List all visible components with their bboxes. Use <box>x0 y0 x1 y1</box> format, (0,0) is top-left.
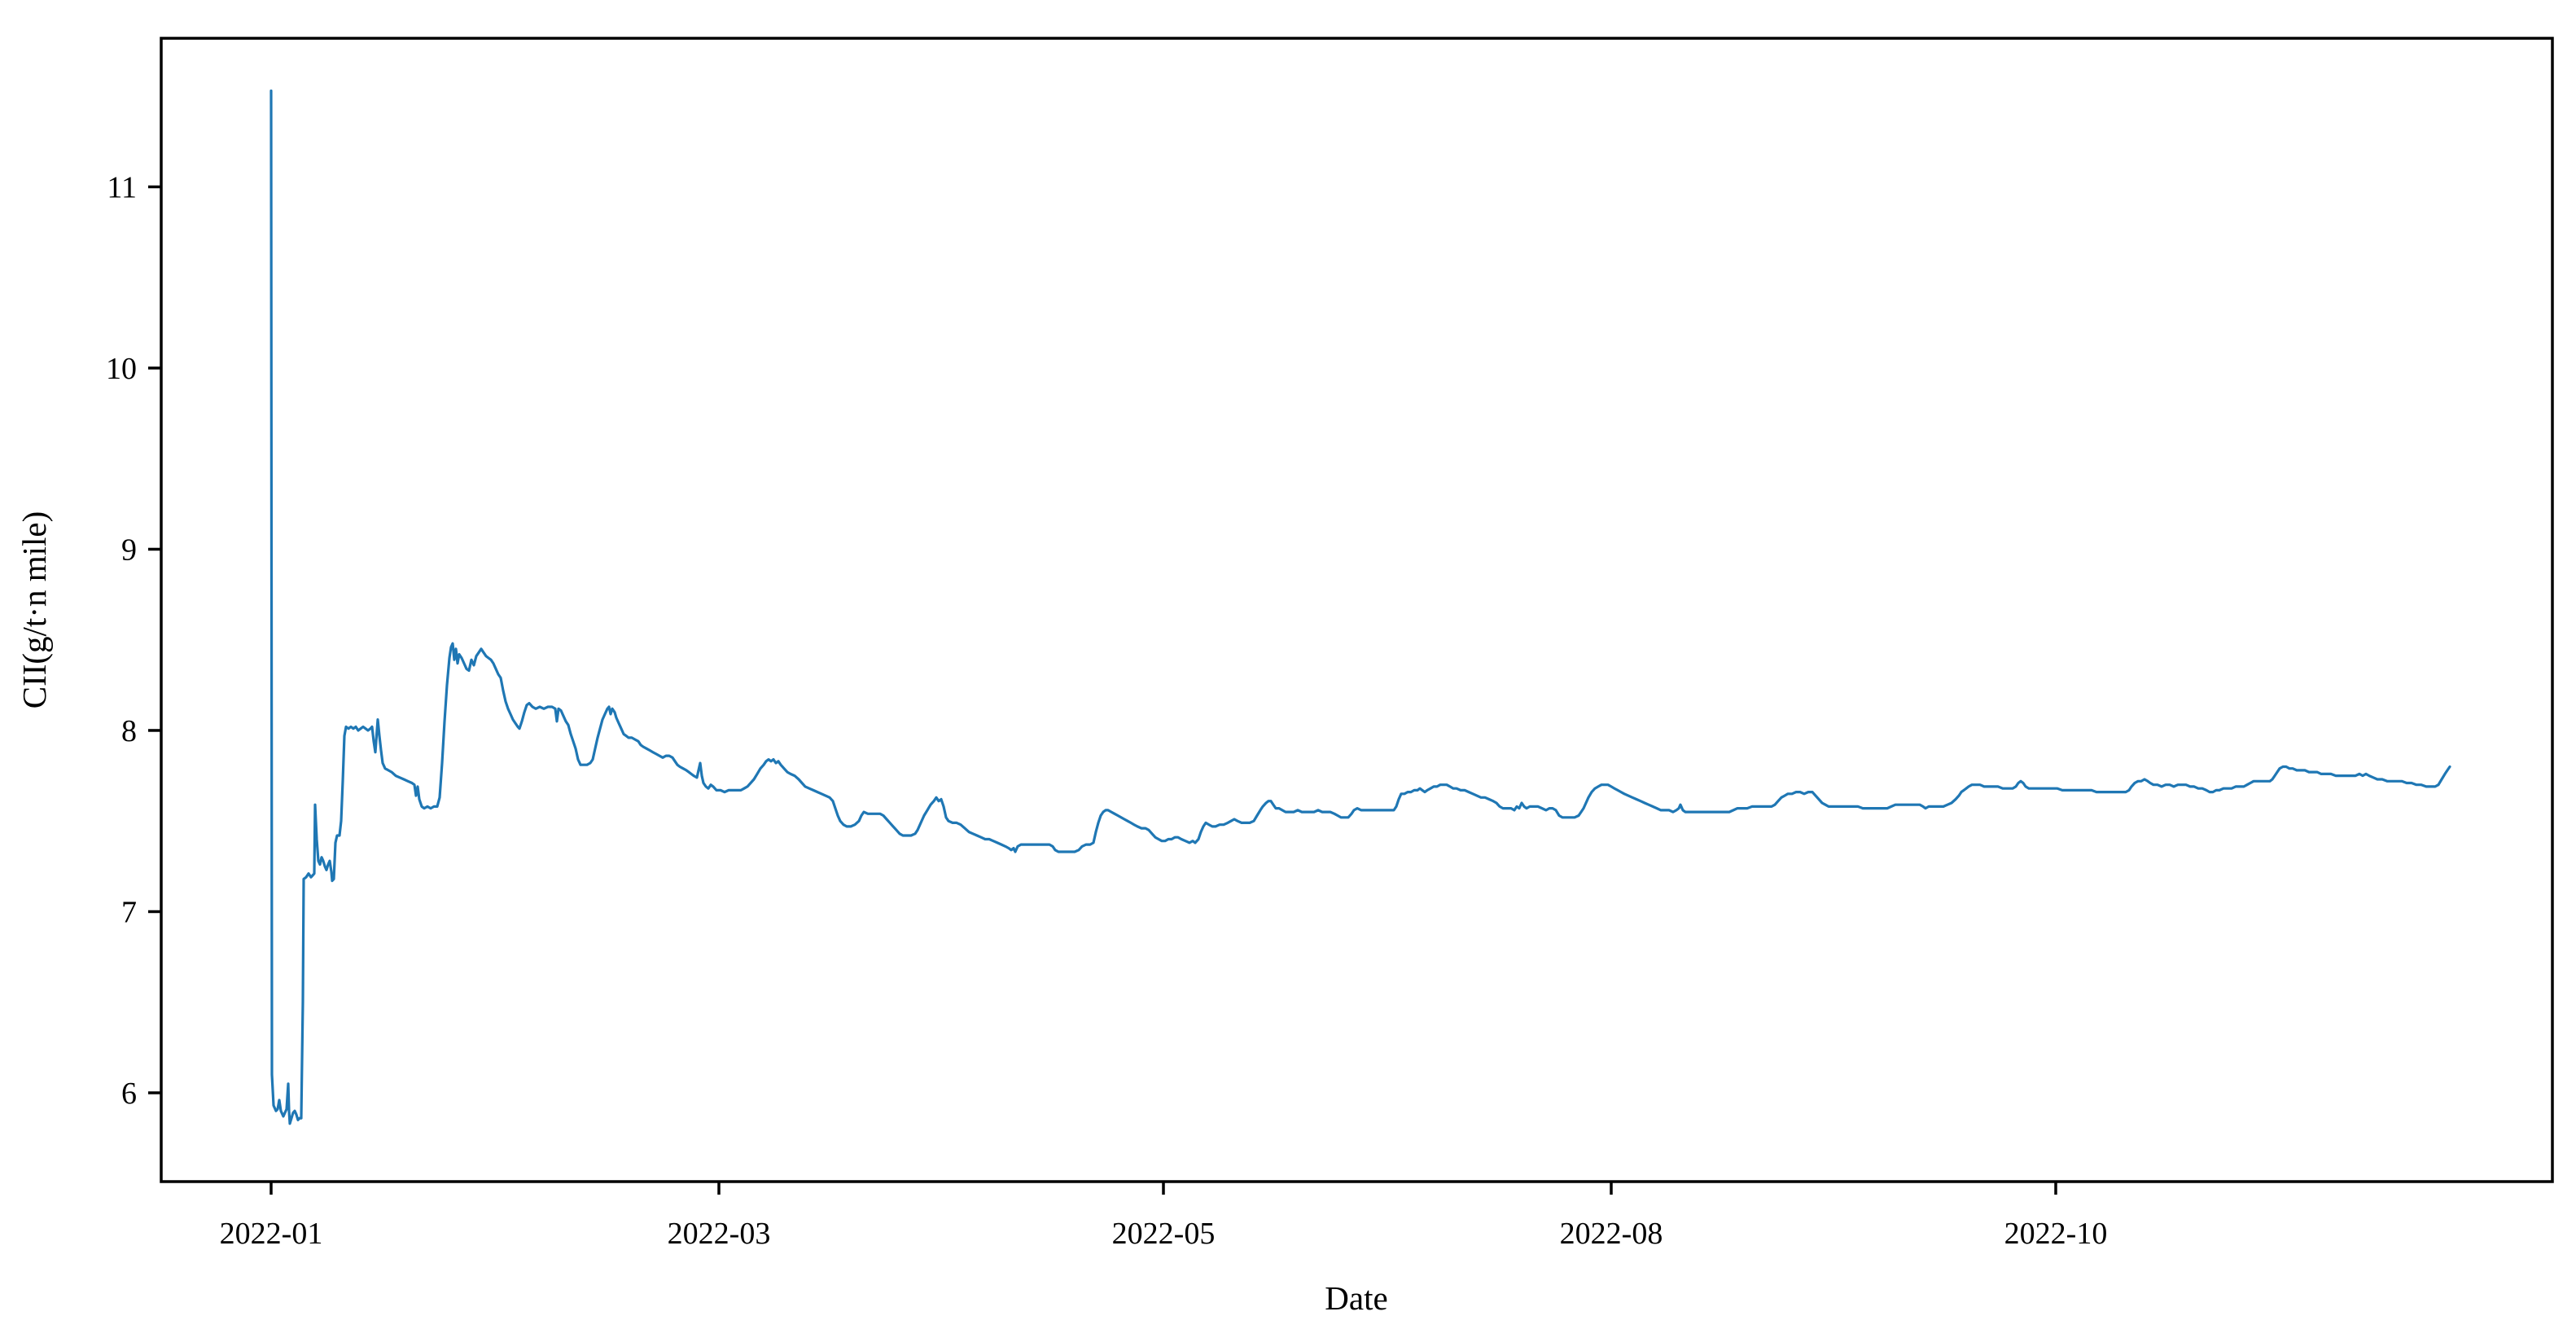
cii-series-line <box>269 89 2451 1125</box>
plot-frame <box>160 37 2554 1183</box>
x-tick-label: 2022-08 <box>1560 1217 1663 1251</box>
y-axis-label: CII(g/t·n mile) <box>15 511 53 709</box>
y-tick-label: 10 <box>106 352 137 386</box>
x-tick-label: 2022-03 <box>668 1217 771 1251</box>
y-tick-label: 8 <box>121 714 137 748</box>
x-tick-label: 2022-01 <box>220 1217 323 1251</box>
y-tick-label: 9 <box>121 533 137 567</box>
y-tick-label: 11 <box>107 170 137 204</box>
y-tick-label: 7 <box>121 895 137 929</box>
y-tick-label: 6 <box>121 1077 137 1111</box>
x-tick-label: 2022-10 <box>2004 1217 2108 1251</box>
x-tick-label: 2022-05 <box>1112 1217 1216 1251</box>
x-axis-label: Date <box>1325 1279 1387 1317</box>
